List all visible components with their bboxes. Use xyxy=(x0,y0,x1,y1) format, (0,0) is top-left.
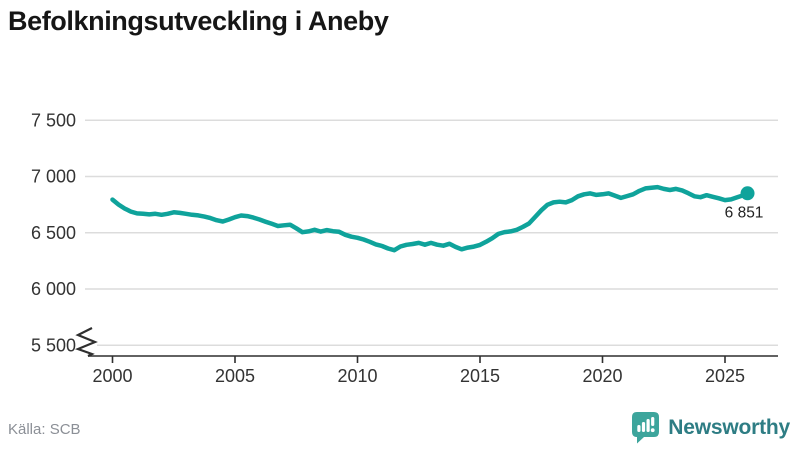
gridlines xyxy=(85,119,778,346)
population-series-line xyxy=(110,184,750,253)
bar-chart-glyph xyxy=(637,417,655,433)
x-tick-label: 2000 xyxy=(92,366,132,386)
y-axis-labels: 7 500 7 000 6 500 6 000 5 500 xyxy=(31,110,76,355)
x-axis: 2000 2005 2010 2015 2020 2025 xyxy=(88,355,778,386)
latest-value-dot xyxy=(740,186,755,201)
y-tick-label: 5 500 xyxy=(31,335,76,355)
source-label: Källa: SCB xyxy=(8,421,81,438)
chart-title: Befolkningsutveckling i Aneby xyxy=(8,6,389,36)
newsworthy-logo: Newsworthy xyxy=(631,411,790,444)
y-tick-label: 7 000 xyxy=(31,167,76,187)
x-tick-label: 2020 xyxy=(582,366,622,386)
x-tick-label: 2015 xyxy=(460,366,500,386)
y-tick-label: 6 000 xyxy=(31,279,76,299)
x-tick-label: 2005 xyxy=(215,366,255,386)
latest-value-label: 6 851 xyxy=(725,204,764,221)
x-tick-label: 2025 xyxy=(705,366,745,386)
y-tick-label: 6 500 xyxy=(31,223,76,243)
newsworthy-wordmark: Newsworthy xyxy=(668,415,790,439)
axis-break-icon xyxy=(74,327,98,357)
x-tick-label: 2010 xyxy=(337,366,377,386)
newsworthy-icon xyxy=(632,412,660,444)
speech-bubble-shape xyxy=(632,412,660,444)
y-tick-label: 7 500 xyxy=(31,110,76,130)
